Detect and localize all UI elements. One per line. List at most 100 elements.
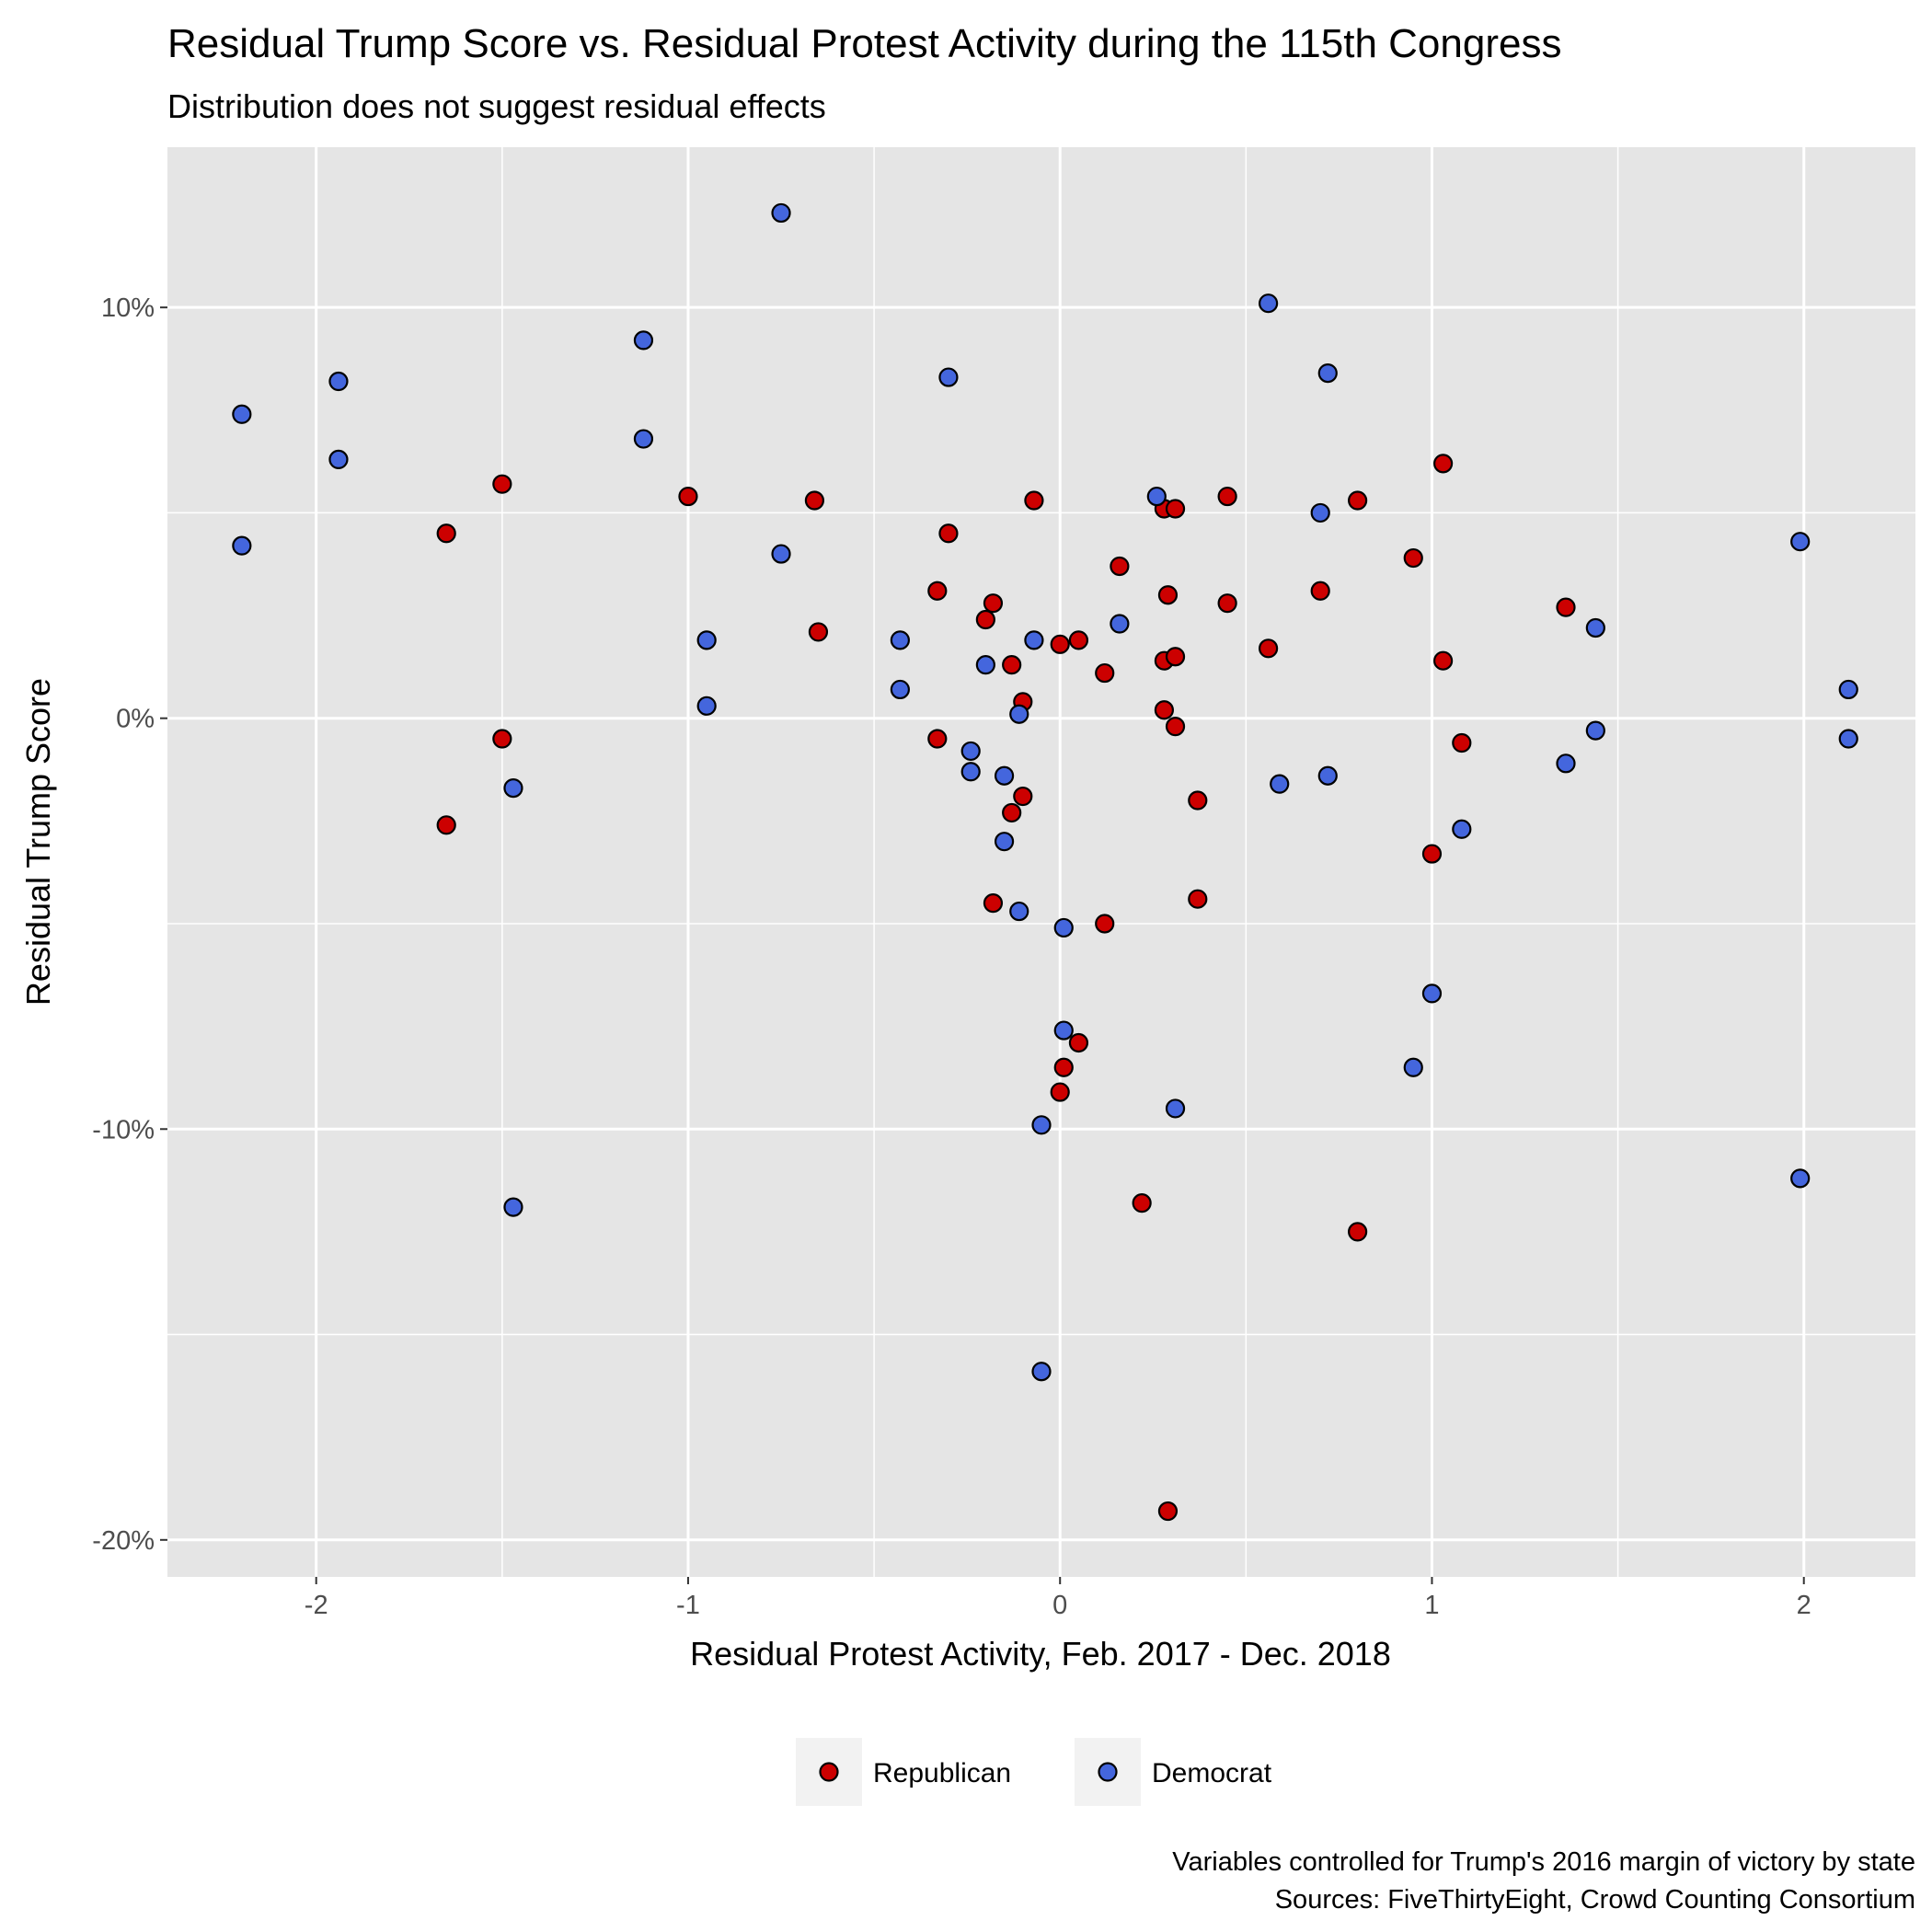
democrat-point (1585, 617, 1605, 638)
republican-point (1002, 655, 1022, 675)
republican-point (1310, 581, 1330, 601)
democrat-point (960, 741, 981, 762)
y-axis-ticks: 10% 0% -10% -20% (92, 293, 167, 1556)
x-tick-label: 0 (1052, 1591, 1067, 1620)
democrat-point (1024, 630, 1044, 650)
republican-point (983, 593, 1004, 614)
y-axis-title: Residual Trump Score (19, 678, 57, 1006)
republican-point (1068, 1032, 1089, 1053)
y-tick-label: 10% (101, 293, 155, 323)
democrat-point (994, 832, 1015, 852)
chart-subtitle: Distribution does not suggest residual e… (167, 87, 826, 125)
democrat-point (1031, 1115, 1052, 1135)
chart-title: Residual Trump Score vs. Residual Protes… (167, 21, 1561, 66)
democrat-point (1317, 765, 1338, 786)
republican-point (1556, 597, 1576, 617)
republican-point (1432, 650, 1454, 671)
democrat-point (1146, 486, 1167, 507)
republican-point (927, 581, 948, 601)
legend: Republican Democrat (796, 1738, 1272, 1806)
republican-point (492, 474, 512, 494)
democrat-point (1053, 917, 1074, 938)
x-tick-label: -2 (305, 1591, 328, 1620)
democrat-point (1053, 1020, 1074, 1041)
democrat-point (696, 630, 717, 650)
legend-marker-democrat (1098, 1762, 1118, 1782)
democrat-point (994, 765, 1015, 786)
democrat-point (328, 371, 349, 392)
democrat-point (503, 778, 523, 799)
democrat-point (938, 367, 959, 387)
republican-point (492, 729, 512, 749)
y-tick-label: 0% (116, 705, 155, 734)
democrat-point (1317, 363, 1338, 384)
x-tick-label: -1 (676, 1591, 700, 1620)
democrat-point (1110, 614, 1130, 634)
democrat-point (1556, 753, 1576, 774)
y-tick-label: -10% (92, 1115, 155, 1144)
x-tick-label: 2 (1797, 1591, 1811, 1620)
democrat-point (1452, 819, 1472, 839)
democrat-point (960, 762, 981, 782)
democrat-point (232, 535, 252, 556)
democrat-point (1270, 774, 1290, 794)
democrat-point (1585, 720, 1605, 741)
republican-point (678, 486, 698, 507)
democrat-point (1790, 1168, 1811, 1189)
democrat-point (1165, 1098, 1186, 1119)
republican-point (436, 523, 456, 544)
democrat-point (1009, 704, 1029, 724)
democrat-point (975, 655, 995, 675)
republican-point (983, 893, 1004, 914)
republican-point (1157, 585, 1179, 605)
democrat-point (1031, 1362, 1052, 1382)
republican-point (975, 609, 995, 630)
republican-point (1110, 556, 1130, 577)
republican-point (1165, 499, 1186, 519)
y-tick-label: -20% (92, 1526, 155, 1556)
republican-point (1013, 786, 1033, 807)
legend-label-republican: Republican (873, 1758, 1011, 1788)
democrat-point (1790, 532, 1811, 552)
republican-point (1095, 662, 1115, 684)
democrat-point (890, 679, 910, 700)
republican-point (1217, 486, 1237, 507)
republican-point (1095, 914, 1115, 934)
democrat-point (503, 1197, 523, 1217)
democrat-point (1838, 679, 1858, 700)
republican-point (1348, 490, 1368, 511)
republican-point (1165, 647, 1186, 667)
democrat-point (1421, 983, 1443, 1004)
republican-point (1002, 802, 1022, 823)
plot-panel (167, 147, 1915, 1577)
democrat-point (328, 449, 349, 469)
panel-background (167, 147, 1915, 1577)
democrat-point (696, 696, 717, 716)
republican-point (1432, 454, 1454, 474)
republican-point (1157, 1501, 1179, 1522)
republican-point (804, 490, 825, 511)
democrat-point (1258, 293, 1279, 314)
republican-point (1053, 1057, 1074, 1077)
x-tick-label: 1 (1424, 1591, 1439, 1620)
republican-point (1258, 638, 1279, 659)
democrat-point (232, 404, 252, 424)
democrat-point (771, 544, 791, 564)
republican-point (1452, 732, 1472, 753)
republican-point (1154, 700, 1175, 720)
caption-line-2: Sources: FiveThirtyEight, Crowd Counting… (1275, 1885, 1915, 1915)
legend-marker-republican (819, 1762, 839, 1782)
democrat-point (890, 630, 910, 650)
republican-point (1068, 630, 1089, 650)
x-axis-ticks: -2 -1 0 1 2 (305, 1577, 1811, 1620)
democrat-point (1403, 1057, 1423, 1077)
republican-point (1050, 1082, 1070, 1102)
republican-point (808, 622, 829, 642)
republican-point (1050, 634, 1070, 654)
democrat-point (1838, 729, 1858, 749)
democrat-point (1009, 901, 1029, 922)
democrat-point (771, 202, 791, 224)
legend-label-democrat: Democrat (1152, 1758, 1272, 1788)
republican-point (1024, 490, 1044, 511)
